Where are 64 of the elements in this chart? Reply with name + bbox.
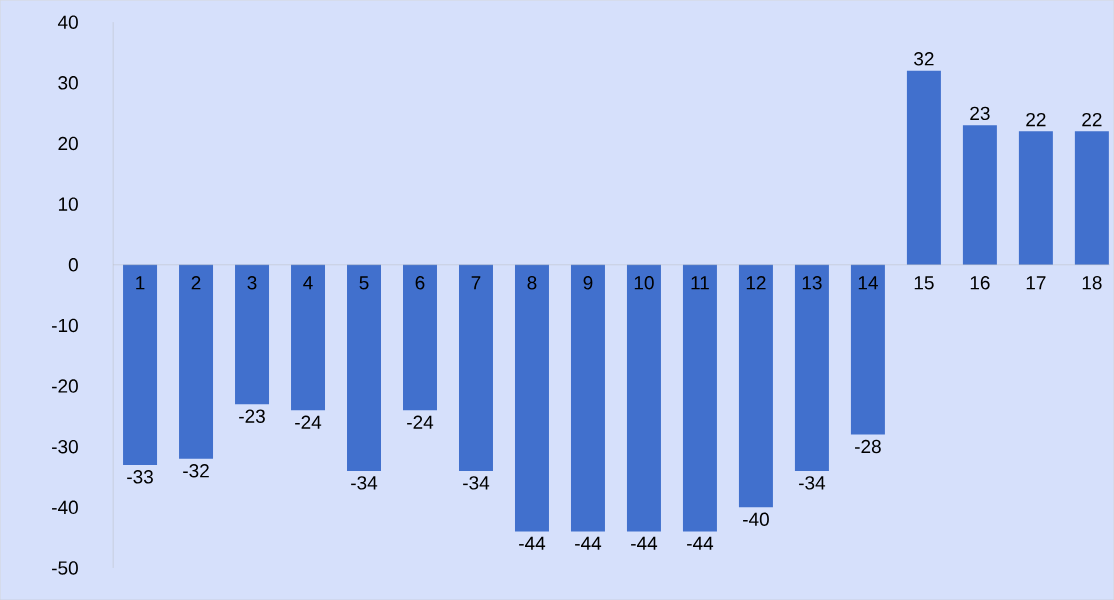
data-label: -44 xyxy=(687,536,714,550)
x-tick-label: 10 xyxy=(634,275,654,290)
x-tick-label: 8 xyxy=(527,275,537,290)
data-label: -24 xyxy=(295,415,322,429)
y-tick-label: -20 xyxy=(52,379,78,393)
y-tick-label: 20 xyxy=(58,136,78,151)
bar xyxy=(403,264,437,411)
x-tick-label: 16 xyxy=(970,275,990,290)
x-tick-label: 11 xyxy=(691,276,709,290)
y-tick-label: 40 xyxy=(57,15,78,29)
x-tick-label: 6 xyxy=(415,275,425,290)
bar xyxy=(235,264,270,405)
data-label: -44 xyxy=(519,536,546,550)
data-label: 32 xyxy=(914,51,934,66)
x-tick-label: 5 xyxy=(359,276,369,290)
bar xyxy=(906,70,941,265)
y-tick-label: -10 xyxy=(52,318,78,333)
y-tick-label: -50 xyxy=(52,561,78,575)
bar xyxy=(962,125,997,265)
data-label: -34 xyxy=(463,476,490,490)
bar xyxy=(514,264,549,532)
data-label: -23 xyxy=(239,409,265,423)
x-tick-label: 14 xyxy=(858,276,878,290)
bar xyxy=(1074,131,1109,265)
x-tick-label: 9 xyxy=(583,275,593,290)
y-tick-label: -40 xyxy=(52,500,78,514)
x-tick-label: 3 xyxy=(247,275,257,290)
x-tick-label: 15 xyxy=(914,276,934,290)
data-label: -32 xyxy=(183,463,209,478)
data-label: 23 xyxy=(970,106,990,121)
data-label: -33 xyxy=(127,470,153,484)
data-label: -40 xyxy=(743,512,769,526)
data-label: -44 xyxy=(631,536,658,550)
bar xyxy=(850,264,885,435)
y-tick-label: -30 xyxy=(52,439,78,454)
x-tick-label: 12 xyxy=(746,275,766,290)
data-label: -34 xyxy=(351,476,378,490)
bar xyxy=(1018,131,1053,265)
bar xyxy=(570,264,605,532)
x-tick-label: 7 xyxy=(471,276,481,290)
x-tick-label: 4 xyxy=(303,276,313,290)
y-tick-label: 0 xyxy=(68,257,78,272)
y-tick-label: 10 xyxy=(58,197,78,211)
x-tick-label: 17 xyxy=(1026,276,1046,290)
data-label: -24 xyxy=(407,415,434,429)
data-label: -44 xyxy=(575,536,602,550)
data-label: -28 xyxy=(855,439,881,454)
bar xyxy=(626,264,661,532)
x-tick-label: 1 xyxy=(136,276,145,290)
bar xyxy=(738,264,773,508)
bar xyxy=(458,264,493,471)
bar xyxy=(682,264,717,532)
x-tick-label: 13 xyxy=(802,275,822,290)
bar xyxy=(123,264,158,465)
data-label: 22 xyxy=(1026,112,1046,127)
data-label: 22 xyxy=(1082,112,1102,127)
data-label: -34 xyxy=(799,476,826,490)
bar xyxy=(291,264,326,411)
bar xyxy=(347,264,381,471)
bar xyxy=(179,264,214,459)
bar xyxy=(794,264,829,471)
y-tick-label: 30 xyxy=(58,76,78,90)
x-tick-label: 18 xyxy=(1082,275,1102,290)
x-tick-label: 2 xyxy=(191,275,201,290)
